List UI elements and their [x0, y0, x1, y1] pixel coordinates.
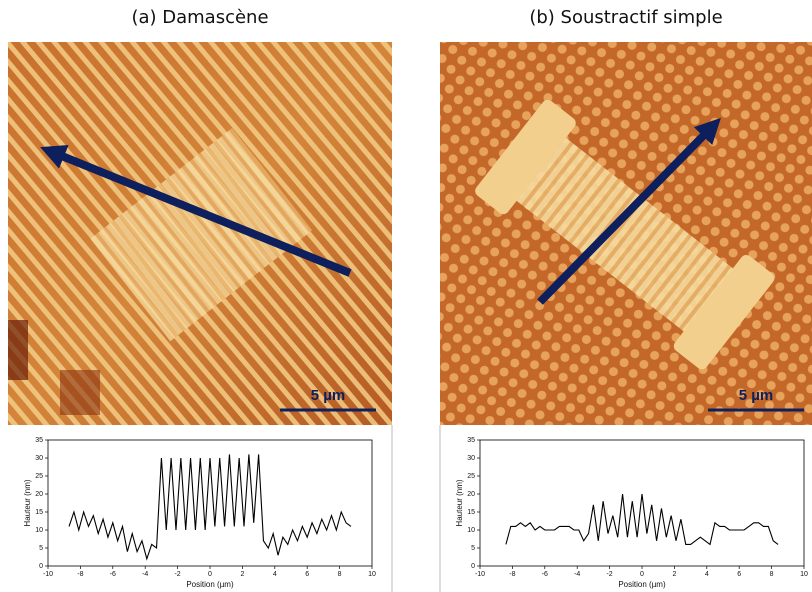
x-tick-label: -6	[110, 571, 116, 578]
y-tick-label: 30	[467, 455, 475, 462]
x-tick-label: -10	[475, 571, 485, 578]
y-tick-label: 10	[467, 527, 475, 534]
y-tick-label: 35	[35, 437, 43, 444]
scale-bar-label: 5 µm	[739, 387, 774, 404]
plot-frame	[479, 439, 805, 567]
x-tick-label: 2	[672, 571, 676, 578]
y-tick-label: 25	[467, 473, 475, 480]
y-tick-label: 5	[39, 545, 43, 552]
x-tick-label: -2	[606, 571, 612, 578]
x-tick-label: 0	[208, 571, 212, 578]
x-tick-label: -8	[509, 571, 515, 578]
profile-line	[505, 493, 779, 546]
panel-title: (a) Damascène	[131, 7, 268, 28]
scale-bar-label: 5 µm	[311, 387, 346, 404]
x-tick-label: 10	[800, 571, 808, 578]
x-tick-label: 2	[240, 571, 244, 578]
y-tick-label: 15	[35, 509, 43, 516]
x-axis-label: Position (µm)	[618, 580, 666, 589]
y-tick-label: 30	[35, 455, 43, 462]
x-tick-label: 6	[737, 571, 741, 578]
x-tick-label: -4	[142, 571, 148, 578]
y-tick-label: 0	[471, 563, 475, 570]
afm-image-b	[440, 42, 812, 425]
profile-line	[68, 454, 352, 561]
x-tick-label: -10	[43, 571, 53, 578]
x-axis-label: Position (µm)	[186, 580, 234, 589]
x-tick-label: 8	[338, 571, 342, 578]
y-tick-label: 5	[471, 545, 475, 552]
x-tick-label: -4	[574, 571, 580, 578]
panel-title: (b) Soustractif simple	[529, 7, 722, 28]
x-tick-label: 6	[305, 571, 309, 578]
y-tick-label: 0	[39, 563, 43, 570]
y-axis-label: Hauteur (nm)	[23, 479, 32, 526]
x-tick-label: 4	[273, 571, 277, 578]
x-tick-label: -6	[542, 571, 548, 578]
y-tick-label: 25	[35, 473, 43, 480]
y-tick-label: 20	[467, 491, 475, 498]
x-tick-label: -2	[174, 571, 180, 578]
y-axis-label: Hauteur (nm)	[455, 479, 464, 526]
x-tick-label: -8	[77, 571, 83, 578]
x-tick-label: 0	[640, 571, 644, 578]
afm-image-a	[8, 42, 392, 425]
y-tick-label: 10	[35, 527, 43, 534]
y-tick-label: 35	[467, 437, 475, 444]
x-tick-label: 8	[770, 571, 774, 578]
x-tick-label: 10	[368, 571, 376, 578]
x-tick-label: 4	[705, 571, 709, 578]
y-tick-label: 15	[467, 509, 475, 516]
y-tick-label: 20	[35, 491, 43, 498]
